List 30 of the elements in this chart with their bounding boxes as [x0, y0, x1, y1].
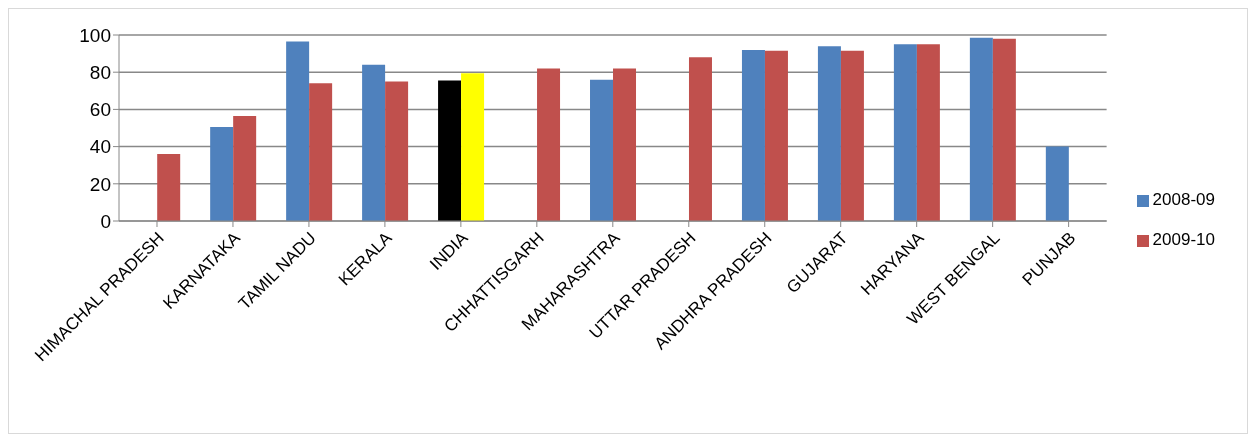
y-tick-label: 60: [89, 99, 111, 121]
bar: [438, 80, 462, 221]
bar: [992, 38, 1016, 221]
bar: [385, 81, 409, 221]
bar: [362, 64, 386, 221]
bar: [969, 37, 993, 221]
bar: [233, 115, 257, 221]
bar: [840, 50, 864, 221]
legend-label: 2009-10: [1152, 230, 1215, 249]
bar: [916, 44, 940, 221]
bar: [210, 127, 234, 221]
bar: [893, 44, 917, 221]
y-tick-label: 80: [89, 61, 111, 83]
bar: [309, 83, 333, 221]
bar: [817, 46, 841, 221]
y-tick-label: 40: [89, 136, 111, 158]
legend-label: 2008-09: [1152, 190, 1215, 209]
y-tick-label: 20: [89, 173, 111, 195]
y-tick-label: 100: [79, 24, 111, 46]
bar: [688, 57, 712, 221]
bar: [764, 50, 788, 221]
bar: [461, 73, 485, 221]
bar: [1045, 146, 1069, 221]
bar: [157, 154, 181, 221]
bar: [613, 68, 637, 221]
bar: [537, 68, 561, 221]
bar: [741, 49, 765, 221]
y-tick-label: 0: [100, 210, 111, 232]
bar: [590, 79, 614, 221]
bar: [286, 41, 310, 221]
